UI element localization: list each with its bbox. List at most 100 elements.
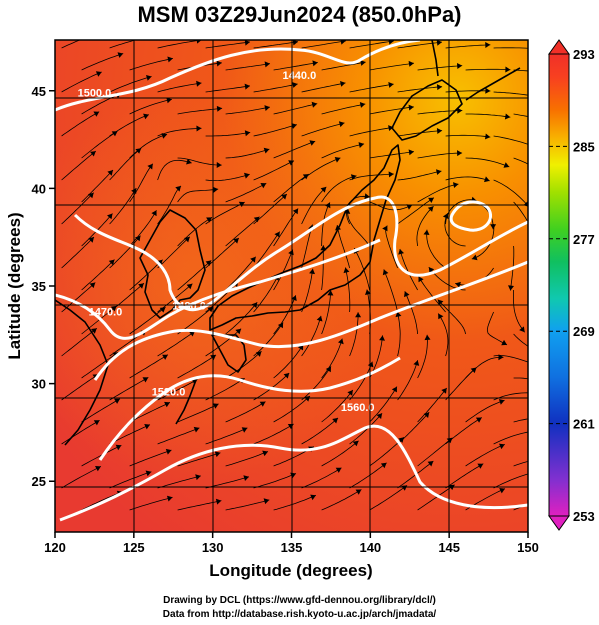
streamline bbox=[397, 197, 435, 225]
streamline-arrow bbox=[165, 448, 172, 455]
streamline-arrow bbox=[147, 34, 153, 40]
streamline-arrow bbox=[215, 498, 222, 505]
y-tick-label: 40 bbox=[32, 181, 46, 196]
streamline-arrow bbox=[184, 236, 190, 243]
streamline bbox=[81, 398, 121, 423]
contour-label: 1440.0 bbox=[283, 70, 317, 82]
streamline bbox=[513, 69, 528, 72]
streamline-arrow bbox=[436, 84, 443, 91]
streamline-arrow bbox=[413, 360, 420, 366]
colorbar-tick-label: 253 bbox=[573, 509, 595, 524]
streamline bbox=[513, 460, 528, 467]
streamline bbox=[157, 379, 198, 401]
streamline-arrow bbox=[391, 386, 397, 393]
streamline-arrow bbox=[216, 105, 223, 112]
streamline-arrow bbox=[97, 30, 103, 36]
streamline bbox=[225, 451, 269, 467]
streamline-arrow bbox=[212, 186, 219, 193]
streamline bbox=[418, 276, 446, 313]
streamline bbox=[109, 187, 137, 225]
streamline-arrow bbox=[214, 451, 221, 458]
streamline bbox=[61, 236, 95, 269]
streamline-arrow bbox=[291, 295, 297, 301]
wind-streamlines bbox=[61, 30, 528, 511]
streamline-arrow bbox=[263, 498, 270, 505]
streamline-arrow bbox=[360, 60, 366, 66]
streamline-arrow bbox=[398, 249, 404, 255]
streamline bbox=[225, 216, 260, 247]
x-tick-label: 145 bbox=[438, 540, 460, 555]
streamline bbox=[349, 83, 394, 93]
colorbar-tick-label: 277 bbox=[573, 232, 595, 247]
streamline-arrow bbox=[164, 401, 170, 408]
streamline-arrow bbox=[90, 151, 96, 157]
streamline-arrow bbox=[108, 259, 115, 266]
streamline bbox=[493, 179, 528, 207]
streamline-arrow bbox=[107, 170, 113, 176]
streamline bbox=[445, 367, 477, 401]
streamline bbox=[493, 91, 528, 96]
streamline-arrow bbox=[475, 417, 482, 423]
streamline-arrow bbox=[457, 107, 463, 114]
streamline bbox=[321, 389, 354, 423]
streamline bbox=[129, 259, 163, 291]
streamline-arrow bbox=[292, 82, 298, 88]
streamline-arrow bbox=[332, 417, 338, 424]
streamline-arrow bbox=[95, 71, 102, 77]
streamline bbox=[273, 295, 297, 335]
streamline bbox=[301, 122, 345, 137]
streamline bbox=[486, 311, 508, 346]
streamline bbox=[109, 76, 152, 93]
streamline bbox=[397, 360, 419, 401]
streamline-arrow bbox=[207, 306, 214, 313]
streamline bbox=[369, 386, 398, 423]
streamline-arrow bbox=[343, 267, 350, 274]
streamline bbox=[177, 107, 223, 115]
streamline-arrow bbox=[408, 104, 414, 111]
contour-line bbox=[98, 356, 401, 461]
streamline-arrow bbox=[334, 157, 341, 163]
streamline-arrow bbox=[260, 183, 267, 189]
contour-label: 1520.0 bbox=[152, 386, 186, 398]
streamline bbox=[61, 192, 94, 225]
streamline bbox=[253, 322, 284, 357]
x-tick-label: 135 bbox=[281, 540, 303, 555]
streamline bbox=[493, 47, 528, 49]
streamline-arrow bbox=[196, 40, 202, 44]
streamline-arrow bbox=[292, 208, 299, 215]
streamline-arrow bbox=[350, 174, 357, 181]
streamline bbox=[109, 377, 149, 401]
streamline bbox=[129, 306, 166, 335]
streamline bbox=[61, 466, 102, 489]
streamline-arrow bbox=[243, 475, 249, 481]
y-tick-label: 35 bbox=[32, 279, 46, 294]
streamline-arrow bbox=[485, 87, 491, 94]
streamline-arrow bbox=[235, 328, 242, 335]
streamline-arrow bbox=[485, 133, 491, 140]
streamline-arrow bbox=[277, 322, 284, 329]
streamline bbox=[513, 157, 528, 165]
streamline-arrow bbox=[501, 339, 507, 346]
streamline bbox=[157, 82, 202, 93]
streamline bbox=[109, 471, 152, 489]
streamline bbox=[437, 313, 449, 357]
streamline-arrow bbox=[340, 81, 346, 87]
streamline bbox=[61, 40, 81, 49]
streamline-arrow bbox=[427, 206, 434, 212]
streamline-arrow bbox=[382, 225, 388, 232]
streamline bbox=[321, 440, 359, 467]
streamline bbox=[444, 213, 466, 247]
streamline bbox=[301, 40, 346, 49]
streamline-arrow bbox=[241, 427, 248, 433]
streamline-arrow bbox=[358, 142, 365, 148]
streamline-arrow bbox=[166, 97, 172, 104]
streamline bbox=[301, 467, 342, 489]
colorbar-bottom-arrow bbox=[548, 515, 570, 531]
streamline-arrow bbox=[427, 461, 434, 467]
streamline-arrow bbox=[388, 125, 394, 131]
streamline bbox=[349, 412, 383, 445]
streamline-arrow bbox=[484, 176, 490, 183]
streamline-arrow bbox=[367, 361, 374, 368]
streamline-arrow bbox=[327, 290, 334, 296]
height-contours bbox=[55, 40, 528, 522]
